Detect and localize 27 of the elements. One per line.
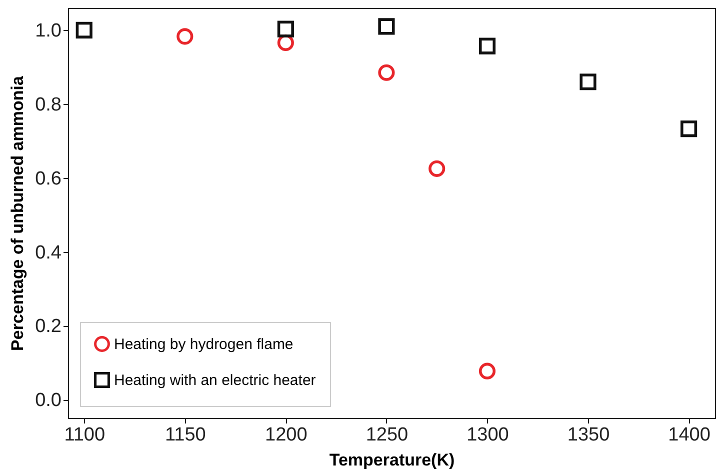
y-axis-title: Percentage of unburned ammonia xyxy=(8,76,28,351)
point xyxy=(378,64,395,81)
point xyxy=(478,38,496,54)
y-tick-label: 0.2 xyxy=(35,316,62,338)
x-tick-label: 1350 xyxy=(567,424,610,446)
point xyxy=(277,20,294,38)
x-tick-label: 1150 xyxy=(164,424,206,446)
x-axis-title: Temperature(K) xyxy=(329,450,455,470)
y-tick-label: 1.0 xyxy=(35,20,62,42)
x-tick-label: 1300 xyxy=(466,424,509,446)
x-tick-label: 1100 xyxy=(64,424,106,446)
y-tick-label: 0.0 xyxy=(35,390,62,412)
x-tick-label: 1250 xyxy=(366,424,408,446)
point xyxy=(580,74,596,90)
point xyxy=(76,22,92,38)
point xyxy=(478,362,496,380)
point xyxy=(378,18,395,35)
y-tick-label: 0.4 xyxy=(35,242,62,264)
y-tick-label: 0.6 xyxy=(35,168,62,190)
y-tick-label: 0.8 xyxy=(35,94,62,116)
point xyxy=(680,120,698,138)
legend-label: Heating with an electric heater xyxy=(114,372,316,389)
point xyxy=(176,28,194,45)
point xyxy=(428,160,446,177)
legend-label: Heating by hydrogen flame xyxy=(114,336,294,353)
x-tick-label: 1200 xyxy=(265,424,308,446)
x-tick-label: 1400 xyxy=(668,424,710,446)
